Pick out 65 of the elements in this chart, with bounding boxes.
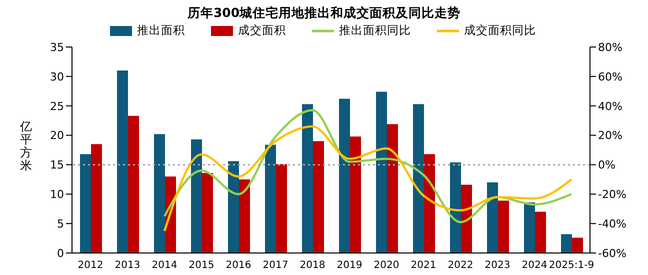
bar (265, 144, 276, 253)
bar (128, 116, 139, 253)
x-tick-label: 2012 (78, 260, 104, 272)
y2-tick-label: -40% (598, 217, 626, 230)
legend-label: 成交面积 (238, 23, 286, 38)
x-tick-label: 2020 (374, 260, 400, 272)
bar (424, 154, 435, 253)
y2-tick-label: 60% (598, 70, 622, 84)
y2-tick-label: -20% (598, 188, 626, 202)
legend-label: 推出面积同比 (339, 23, 411, 38)
bar (154, 134, 165, 253)
x-tick-label: 2017 (262, 260, 288, 272)
x-tick-label: 2016 (226, 260, 252, 272)
bar (350, 136, 361, 253)
bar (276, 164, 287, 253)
x-tick-label: 2024 (522, 260, 548, 272)
bar (191, 139, 202, 253)
legend-label: 推出面积 (137, 23, 185, 38)
bar (313, 141, 324, 253)
bar (461, 184, 472, 253)
bar (498, 200, 509, 253)
x-tick-label: 2019 (336, 260, 362, 272)
bar (302, 104, 313, 253)
y-tick-label: 20 (50, 129, 64, 142)
bar (228, 161, 239, 253)
chart-title: 历年300城住宅用地推出和成交面积及同比走势 (186, 4, 462, 22)
bar (202, 172, 213, 253)
y-tick-label: 5 (57, 217, 64, 230)
bar (80, 154, 91, 253)
y2-tick-label: 80% (598, 40, 622, 54)
bar (376, 92, 387, 253)
line-series (163, 125, 573, 232)
line-series (163, 109, 573, 224)
bar (450, 162, 461, 253)
y-tick-label: 15 (50, 158, 64, 172)
x-tick-label: 2014 (152, 260, 178, 272)
bar (572, 238, 583, 253)
bar (91, 144, 102, 253)
bar (117, 70, 128, 253)
x-tick-label: 2018 (300, 260, 326, 272)
x-tick-label: 2022 (448, 260, 474, 272)
y2-tick-label: 0% (598, 158, 616, 172)
bar (387, 124, 398, 253)
bar (339, 98, 350, 253)
y2-tick-label: 40% (598, 100, 622, 113)
y2-tick-label: -60% (598, 246, 626, 260)
bar (239, 179, 250, 253)
y-tick-label: 35 (50, 40, 64, 54)
bar (561, 234, 572, 253)
x-tick-label: 2013 (114, 260, 140, 272)
legend-label: 成交面积同比 (464, 23, 536, 38)
y-tick-label: 0 (57, 246, 64, 260)
x-tick-label: 2021 (410, 260, 436, 272)
x-tick-label: 2025:1-9 (548, 260, 594, 272)
y-tick-label: 30 (50, 70, 64, 84)
x-tick-label: 2015 (188, 260, 214, 272)
bar (524, 202, 535, 253)
y-tick-label: 10 (50, 188, 64, 202)
bar (535, 212, 546, 253)
y-axis-title: 亿平方米 (19, 120, 32, 172)
x-tick-label: 2023 (484, 260, 510, 272)
bar (413, 104, 424, 253)
bar (487, 182, 498, 253)
y-tick-label: 25 (50, 100, 64, 113)
y2-tick-label: 20% (598, 129, 622, 142)
